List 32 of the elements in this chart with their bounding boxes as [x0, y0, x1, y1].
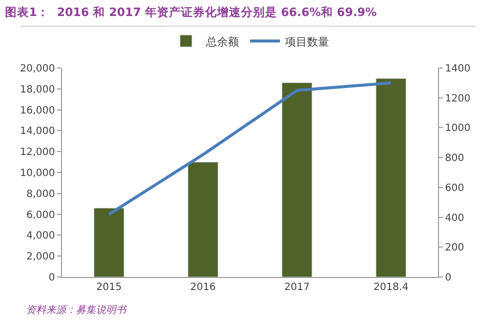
- y2-tick-label: 800: [445, 153, 464, 164]
- x-tick-label: 2017: [284, 282, 310, 293]
- text: 资料来源：募集说明书: [26, 304, 127, 316]
- bar: [188, 162, 218, 277]
- y-tick-label: 8,000: [26, 188, 55, 200]
- legend-label: 项目数量: [285, 35, 329, 48]
- y-tick-label: 20,000: [20, 64, 55, 74]
- bar: [94, 208, 124, 277]
- y-tick-label: 12,000: [20, 147, 55, 158]
- y-tick-label: 0: [48, 272, 55, 284]
- y-tick-label: 6,000: [26, 210, 55, 221]
- y-tick-label: 2,000: [26, 252, 55, 263]
- y-tick-label: 18,000: [20, 84, 55, 96]
- y2-tick-label: 600: [445, 182, 464, 194]
- bar: [376, 78, 406, 277]
- x-tick-label: 2018.4: [374, 282, 408, 293]
- y-tick-label: 4,000: [26, 230, 55, 242]
- chart-title: 图表1： 2016 和 2017 年资产证券化增速分别是 66.6%和 69.9%: [5, 5, 378, 20]
- x-tick-label: 2016: [190, 282, 216, 293]
- y2-tick-label: 200: [445, 242, 464, 254]
- y-tick-label: 10,000: [20, 168, 55, 179]
- bar: [282, 82, 312, 277]
- line-series: [108, 81, 392, 216]
- y2-tick-label: 1200: [445, 93, 470, 104]
- y-tick-label: 16,000: [20, 105, 55, 116]
- y-tick-label: 14,000: [20, 126, 55, 138]
- x-tick-label: 2015: [96, 282, 122, 293]
- y2-tick-label: 400: [445, 212, 464, 224]
- y2-tick-label: 0: [445, 272, 452, 284]
- y2-tick-label: 1000: [445, 123, 470, 134]
- y2-tick-label: 1400: [445, 64, 470, 74]
- legend-label: 总余额: [205, 35, 239, 48]
